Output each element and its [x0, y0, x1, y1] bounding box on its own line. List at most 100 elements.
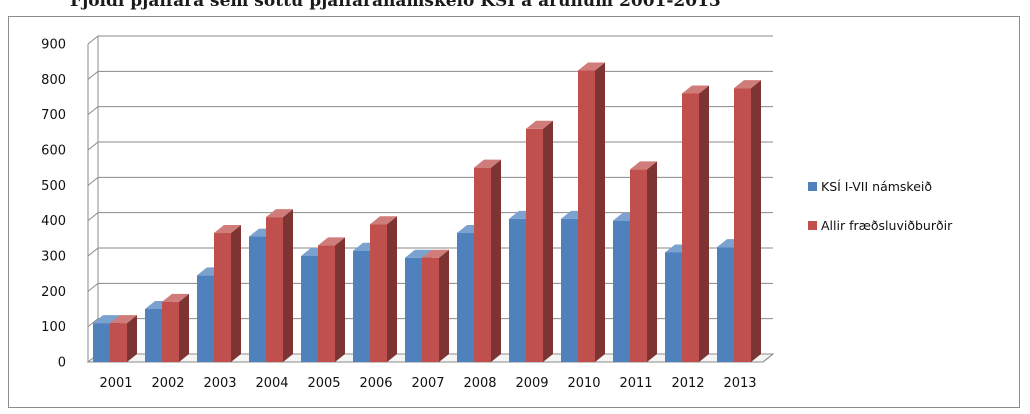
- bar-ksi-2001-front: [93, 323, 110, 362]
- y-tick-label-800: 800: [41, 73, 66, 88]
- bar-ksi-2013-front: [717, 247, 734, 362]
- bar-ksi-2012-front: [665, 252, 682, 362]
- x-tick-label-2011: 2011: [619, 376, 652, 391]
- bar-allir-2008-top: [474, 159, 501, 168]
- bar-allir-2004: [266, 209, 293, 362]
- x-tick-label-2001: 2001: [99, 376, 132, 391]
- bar-ksi-2009-front: [509, 218, 526, 362]
- bar-allir-2005-front: [318, 245, 335, 362]
- legend-item-allir: Allir fræðsluviðburðir: [808, 218, 953, 233]
- bar-allir-2008-front: [474, 167, 491, 362]
- bar-ksi-2004-front: [249, 236, 266, 362]
- bar-allir-2004-front: [266, 217, 283, 362]
- bar-allir-2013-front: [734, 88, 751, 363]
- bar-allir-2009-side: [543, 120, 553, 362]
- y-tick-label-900: 900: [41, 38, 66, 53]
- bar-ksi-2005-front: [301, 256, 318, 362]
- bar-allir-2013-top: [734, 80, 761, 89]
- y-tick-label-600: 600: [41, 144, 66, 159]
- gridline-side-700: [87, 106, 99, 116]
- x-tick-label-2007: 2007: [411, 376, 444, 391]
- bar-allir-2003: [214, 225, 241, 362]
- bar-allir-2007-side: [439, 249, 449, 362]
- bar-allir-2003-side: [231, 225, 241, 362]
- y-tick-label-0: 0: [58, 356, 66, 371]
- bar-allir-2005: [318, 237, 345, 362]
- gridline-side-800: [87, 70, 99, 80]
- gridline-side-500: [87, 176, 99, 186]
- chart-title: Fjöldi þjálfara sem sóttu þjálfaranámske…: [70, 0, 721, 11]
- gridline-side-200: [87, 282, 99, 292]
- x-tick-label-2008: 2008: [463, 376, 496, 391]
- bar-allir-2012-top: [682, 85, 709, 94]
- gridline-side-300: [87, 247, 99, 257]
- y-tick-label-700: 700: [41, 108, 66, 123]
- x-tick-label-2006: 2006: [359, 376, 392, 391]
- bar-ksi-2002-front: [145, 309, 162, 362]
- bar-allir-2003-front: [214, 233, 231, 362]
- bar-ksi-2006-front: [353, 250, 370, 362]
- bar-ksi-2010-front: [561, 218, 578, 362]
- bar-ksi-2003-front: [197, 275, 214, 362]
- gridline-side-400: [87, 212, 99, 222]
- bar-ksi-2011-front: [613, 220, 630, 362]
- bar-allir-2004-side: [283, 209, 293, 362]
- x-axis-end: [762, 353, 774, 363]
- bar-allir-2012: [682, 85, 709, 362]
- bar-allir-2013: [734, 80, 761, 363]
- x-tick-label-2003: 2003: [203, 376, 236, 391]
- bar-allir-2001-side: [127, 315, 137, 362]
- bar-allir-2010-top: [578, 62, 605, 71]
- y-tick-label-200: 200: [41, 285, 66, 300]
- x-tick-label-2013: 2013: [723, 376, 756, 391]
- bar-ksi-2007-top: [405, 249, 432, 258]
- bar-allir-2009-top: [526, 120, 553, 129]
- bar-allir-2007-front: [422, 257, 439, 362]
- y-tick-label-400: 400: [41, 214, 66, 229]
- bar-allir-2011: [630, 161, 657, 362]
- x-tick-label-2012: 2012: [671, 376, 704, 391]
- bar-allir-2007: [422, 249, 449, 362]
- bar-allir-2009: [526, 120, 553, 362]
- bar-allir-2001: [110, 315, 137, 362]
- bar-allir-2006-side: [387, 216, 397, 362]
- legend-swatch: [808, 221, 817, 230]
- x-tick-label-2009: 2009: [515, 376, 548, 391]
- bar-allir-2010: [578, 62, 605, 362]
- bar-allir-2006-front: [370, 224, 387, 362]
- bar-allir-2002-side: [179, 293, 189, 362]
- y-tick-label-100: 100: [41, 320, 66, 335]
- bar-allir-2003-top: [214, 225, 241, 234]
- bar-allir-2010-side: [595, 62, 605, 362]
- bar-allir-2002: [162, 293, 189, 362]
- bar-allir-2013-side: [751, 80, 761, 363]
- gridline-side-900: [87, 35, 99, 45]
- bar-allir-2002-top: [162, 293, 189, 302]
- bar-allir-2001-top: [110, 315, 137, 324]
- bar-allir-2008-side: [491, 159, 501, 362]
- bar-allir-2012-side: [699, 85, 709, 362]
- bar-allir-2009-front: [526, 128, 543, 362]
- legend-label: Allir fræðsluviðburðir: [821, 218, 953, 233]
- gridline-side-100: [87, 318, 99, 328]
- legend-swatch: [808, 182, 817, 191]
- x-tick-label-2010: 2010: [567, 376, 600, 391]
- bar-ksi-2008-front: [457, 233, 474, 362]
- bar-allir-2011-top: [630, 161, 657, 170]
- chart-frame: [8, 16, 1020, 408]
- bar-ksi-2007-front: [405, 257, 422, 362]
- bar-allir-2005-side: [335, 237, 345, 362]
- y-tick-label-500: 500: [41, 179, 66, 194]
- bar-allir-2012-front: [682, 93, 699, 362]
- x-tick-label-2005: 2005: [307, 376, 340, 391]
- y-tick-label-300: 300: [41, 250, 66, 265]
- bar-allir-2005-top: [318, 237, 345, 246]
- bar-allir-2006-top: [370, 216, 397, 225]
- x-tick-label-2002: 2002: [151, 376, 184, 391]
- bar-allir-2008: [474, 159, 501, 362]
- bar-allir-2011-side: [647, 161, 657, 362]
- bar-allir-2004-top: [266, 209, 293, 218]
- x-tick-label-2004: 2004: [255, 376, 288, 391]
- bar-allir-2010-front: [578, 70, 595, 362]
